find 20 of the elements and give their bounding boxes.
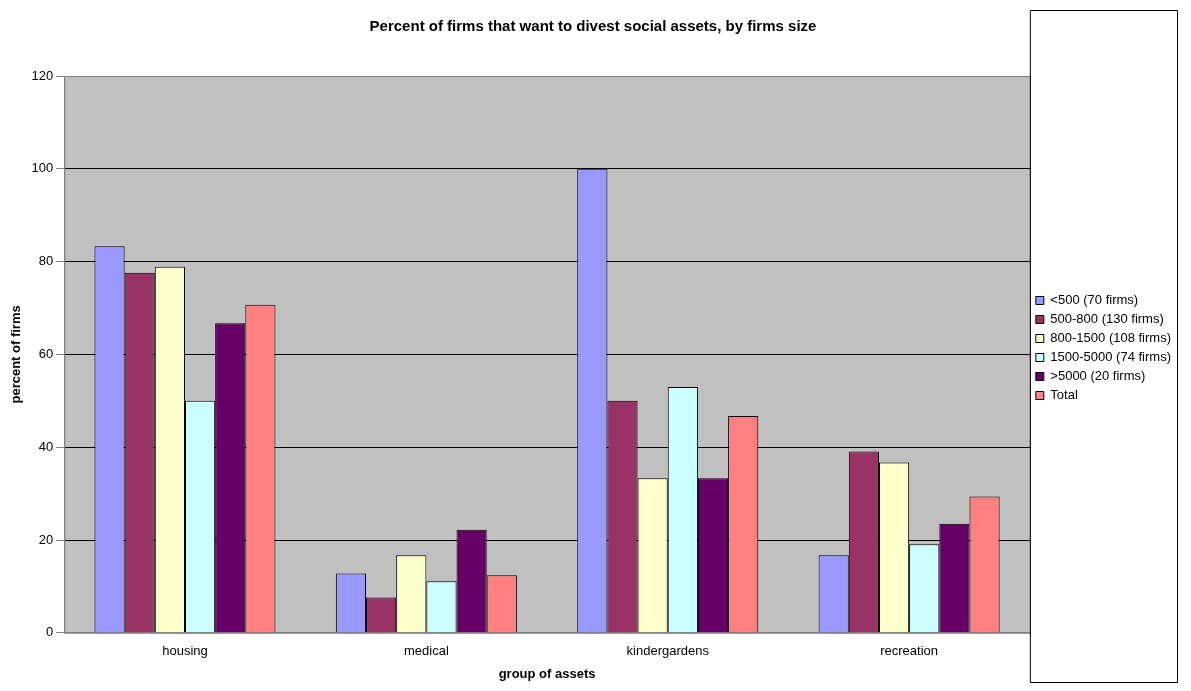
legend-label: 1500-5000 (74 firms): [1050, 349, 1171, 365]
y-tick-label: 60: [38, 345, 54, 361]
x-tick-label: housing: [162, 643, 208, 659]
legend-label: 800-1500 (108 firms): [1050, 330, 1171, 346]
legend-label: 500-800 (130 firms): [1050, 311, 1164, 327]
y-tick-label: 80: [38, 253, 54, 269]
legend-label: >5000 (20 firms): [1050, 368, 1146, 384]
legend-label: <500 (70 firms): [1050, 292, 1139, 308]
legend-label: Total: [1050, 387, 1078, 403]
y-axis-title: percent of firms: [8, 305, 24, 404]
y-tick-label: 20: [38, 531, 54, 547]
y-tick-label: 100: [31, 160, 54, 176]
x-tick-label: recreation: [880, 643, 939, 659]
x-axis-title: group of assets: [498, 665, 596, 681]
y-tick-label: 0: [46, 624, 54, 640]
x-tick-label: medical: [403, 643, 449, 659]
x-tick-label: kindergardens: [626, 643, 710, 659]
chart-title: Percent of firms that want to divest social assets, by firms size: [369, 17, 817, 35]
y-tick-label: 120: [31, 67, 54, 83]
y-tick-label: 40: [38, 438, 54, 454]
